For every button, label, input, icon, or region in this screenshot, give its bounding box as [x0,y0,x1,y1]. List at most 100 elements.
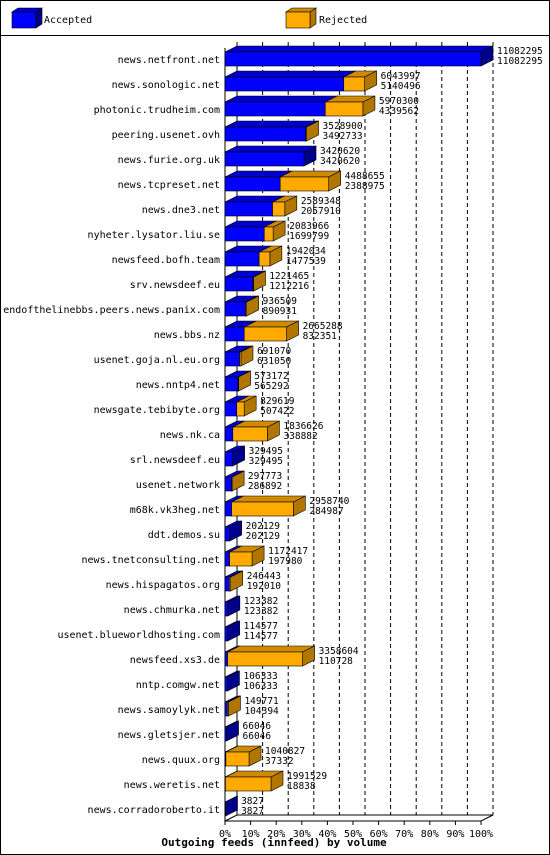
accepted-value-label: 3420620 [320,156,360,167]
bar-row: endofthelinebbs.peers.news.panix.com 9365… [3,295,298,317]
accepted-bar [224,651,228,667]
accepted-bar [224,701,228,717]
accepted-bar [224,526,230,542]
accepted-bar-top [224,145,317,153]
rejected-bar [236,401,245,417]
accepted-bar [224,226,265,242]
accepted-bar-side [225,795,238,817]
category-label: news.corradoroberto.it [88,805,220,816]
accepted-value-label: 106333 [243,681,277,692]
rejected-bar [258,251,271,267]
category-label: news.nk.ca [160,430,220,441]
accepted-bar [224,601,229,617]
rejected-bar [252,276,254,292]
accepted-bar-side [227,670,240,692]
accepted-value-label: 1699799 [289,231,329,242]
accepted-bar [224,126,306,142]
total-value-label: 1991529 [287,771,327,782]
accepted-bar [224,151,305,167]
accepted-value-label: 197980 [268,556,303,567]
category-label: usenet.blueworldhosting.com [57,630,220,641]
total-value-label: 297773 [248,471,282,482]
category-label: news.chmurka.net [124,605,220,616]
total-value-label: 2958740 [309,496,349,507]
rejected-bar [272,201,286,217]
x-tick-label: 30% [293,829,311,840]
category-label: endofthelinebbs.peers.news.panix.com [3,305,220,316]
accepted-value-label: 192010 [247,581,282,592]
rejected-bar [243,326,287,342]
category-label: news.weretis.net [124,780,220,791]
rejected-bar [229,576,231,592]
accepted-value-label: 1477539 [286,256,326,267]
total-value-label: 5970300 [379,96,419,107]
accepted-value-label: 104394 [244,706,279,717]
category-label: newsfeed.xs3.de [130,655,220,666]
category-label: news.samoylyk.net [118,705,220,716]
rejected-bar [279,176,329,192]
total-value-label: 1221465 [269,271,309,282]
legend-divider [0,35,550,36]
total-value-label: 11082295 [497,46,543,57]
legend-rejected-label: Rejected [319,15,367,26]
legend-accepted: Accepted [11,7,92,29]
x-tick-label: 70% [395,829,413,840]
accepted-bar [224,201,273,217]
accepted-bar [224,426,234,442]
rejected-bar [229,551,253,567]
accepted-bar-top [224,120,318,128]
rejected-bar [237,376,239,392]
accepted-bar [224,451,233,467]
category-label: srv.newsdeef.eu [130,280,220,291]
total-value-label: 3528900 [323,121,363,132]
rejected-bar [225,776,272,792]
rejected-bar [305,126,307,142]
accepted-value-label: 832351 [303,331,338,342]
category-label: newsfeed.bofh.team [112,255,220,266]
category-label: news.tcpreset.net [118,180,220,191]
accepted-bar [224,326,245,342]
accepted-value-label: 18838 [287,781,316,792]
accepted-bar [224,501,232,517]
category-label: news.netfront.net [118,55,220,66]
accepted-bar-top [224,45,494,53]
category-label: news.bbs.nz [154,330,220,341]
total-value-label: 149771 [244,696,279,707]
x-tick-label: 80% [421,829,439,840]
rejected-bar [225,751,250,767]
accepted-bar [224,76,345,92]
accepted-value-label: 11082295 [497,56,543,67]
x-tick-label: 60% [370,829,388,840]
accepted-value-label: 2057910 [301,206,341,217]
accepted-bar [224,376,239,392]
category-label: nntp.comgw.net [136,680,220,691]
total-value-label: 573172 [254,371,288,382]
accepted-value-label: 66046 [243,731,272,742]
accepted-value-label: 890931 [263,306,298,317]
accepted-bar-side [227,620,240,642]
accepted-value-label: 4339562 [379,106,419,117]
total-value-label: 66046 [243,721,272,732]
category-label: news.tnetconsulting.net [82,555,220,566]
total-value-label: 3827 [241,796,264,807]
legend-accepted-label: Accepted [44,15,92,26]
accepted-bar [224,101,326,117]
total-value-label: 1942034 [286,246,326,257]
accepted-value-label: 37332 [265,756,294,767]
rejected-bar-top [231,495,306,503]
